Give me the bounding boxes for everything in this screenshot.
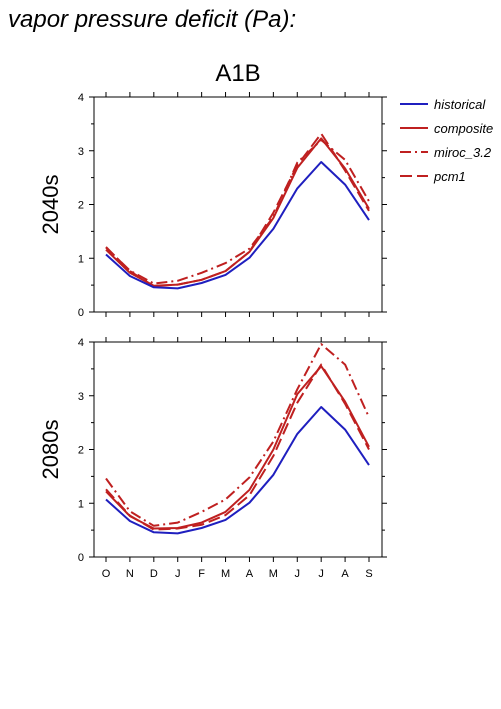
series-line-pcm1 bbox=[105, 132, 370, 288]
series-line-composite bbox=[105, 137, 370, 287]
legend-label: composite bbox=[434, 121, 493, 136]
panel-label: 2040s bbox=[38, 175, 63, 235]
x-tick-label: J bbox=[318, 568, 324, 580]
series-line-miroc-3-2 bbox=[105, 343, 370, 527]
x-tick-label: M bbox=[269, 568, 278, 580]
x-tick-label: A bbox=[246, 568, 254, 580]
y-tick-label: 2 bbox=[78, 200, 84, 212]
y-tick-label: 3 bbox=[78, 146, 84, 158]
x-tick-label: J bbox=[295, 568, 301, 580]
x-tick-label: J bbox=[175, 568, 181, 580]
x-tick-label: S bbox=[365, 568, 372, 580]
x-tick-label: D bbox=[150, 568, 158, 580]
series-line-miroc-3-2 bbox=[105, 139, 370, 285]
y-tick-label: 2 bbox=[78, 445, 84, 457]
y-tick-label: 4 bbox=[78, 337, 84, 349]
legend-label: pcm1 bbox=[433, 169, 466, 184]
x-tick-label: O bbox=[102, 568, 111, 580]
legend-label: miroc_3.2 bbox=[434, 145, 492, 160]
page-title: vapor pressure deficit (Pa): bbox=[8, 6, 297, 33]
x-tick-label: M bbox=[221, 568, 230, 580]
series-line-historical bbox=[105, 406, 370, 535]
y-tick-label: 0 bbox=[78, 307, 84, 319]
series-line-pcm1 bbox=[105, 363, 370, 531]
legend-label: historical bbox=[434, 97, 486, 112]
y-tick-label: 1 bbox=[78, 253, 84, 265]
x-tick-label: N bbox=[126, 568, 134, 580]
series-line-historical bbox=[105, 161, 370, 290]
y-tick-label: 0 bbox=[78, 552, 84, 564]
y-tick-label: 4 bbox=[78, 92, 84, 104]
chart-title: A1B bbox=[215, 60, 260, 87]
y-tick-label: 1 bbox=[78, 498, 84, 510]
y-tick-label: 3 bbox=[78, 391, 84, 403]
x-tick-label: A bbox=[341, 568, 349, 580]
x-tick-label: F bbox=[198, 568, 205, 580]
panel-label: 2080s bbox=[38, 420, 63, 480]
